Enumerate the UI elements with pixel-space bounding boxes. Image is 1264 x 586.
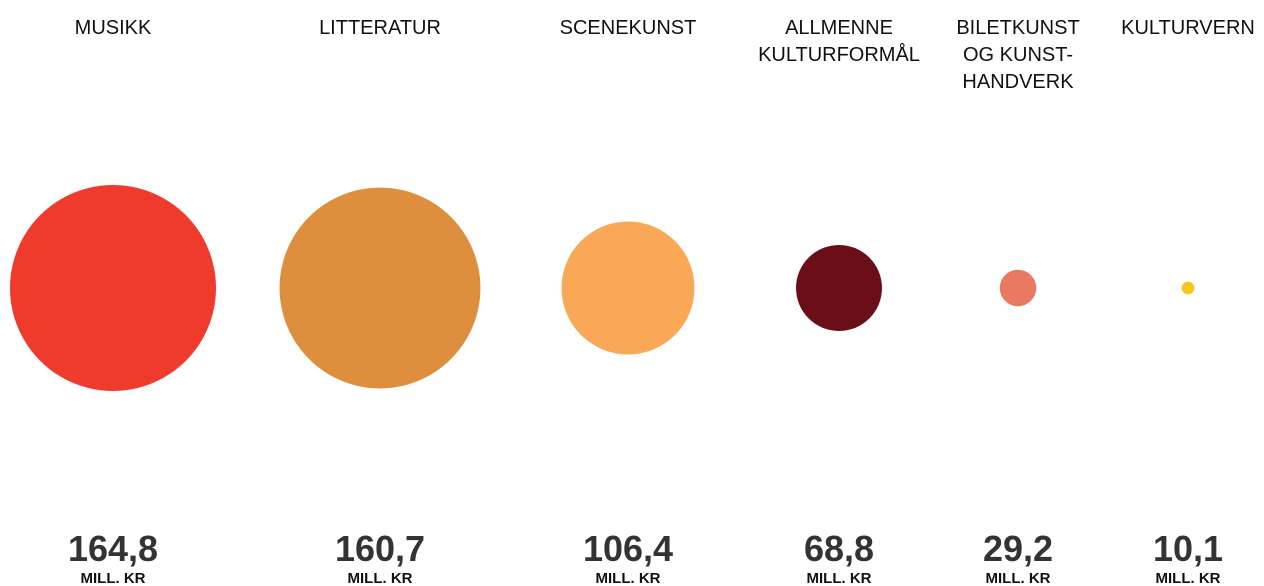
unit-label: MILL. KR: [348, 570, 413, 586]
unit-label: MILL. KR: [81, 570, 146, 586]
category-label: KULTURVERN: [1121, 17, 1255, 39]
value-label: 10,1: [1153, 528, 1223, 569]
value-label: 29,2: [983, 528, 1053, 569]
category-label: BILETKUNST: [956, 17, 1079, 39]
bubble: [999, 269, 1037, 307]
category-label: ALLMENNE: [785, 17, 893, 39]
category-label: OG KUNST-: [963, 44, 1073, 66]
unit-label: MILL. KR: [986, 570, 1051, 586]
value-label: 160,7: [335, 528, 425, 569]
category-label: HANDVERK: [962, 71, 1074, 93]
bubble: [10, 185, 216, 391]
bubble: [796, 245, 882, 331]
bubble: [279, 187, 481, 389]
bubble: [1181, 281, 1195, 295]
unit-label: MILL. KR: [596, 570, 661, 586]
unit-label: MILL. KR: [1156, 570, 1221, 586]
category-label: MUSIKK: [75, 17, 152, 39]
bubble: [561, 221, 695, 355]
category-label: KULTURFORMÅL: [758, 43, 920, 66]
value-label: 164,8: [68, 528, 158, 569]
unit-label: MILL. KR: [807, 570, 872, 586]
value-label: 106,4: [583, 528, 673, 569]
category-label: SCENEKUNST: [560, 17, 697, 39]
value-label: 68,8: [804, 528, 874, 569]
category-label: LITTERATUR: [319, 17, 441, 39]
